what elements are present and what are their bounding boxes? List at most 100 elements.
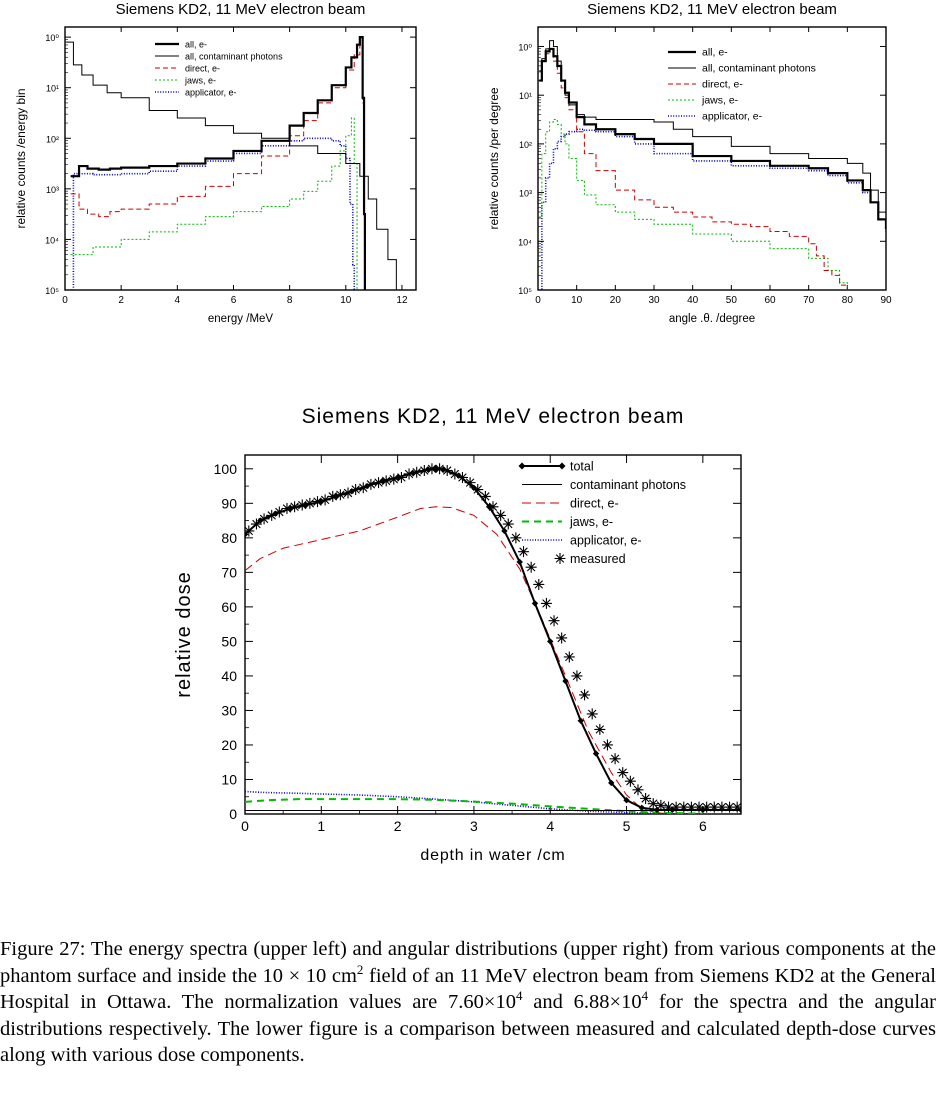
data-point xyxy=(479,490,491,502)
y-tick-label: 10⁴ xyxy=(518,237,532,247)
data-point xyxy=(281,503,293,515)
energy-spectra-chart: Siemens KD2, 11 MeV electron beam 0 2 4 6 8 10… xyxy=(14,1,417,325)
x-tick-label: 4 xyxy=(546,818,554,834)
series-group xyxy=(66,36,397,290)
y-tick-label: 10² xyxy=(46,134,59,144)
data-point xyxy=(601,739,613,751)
y-tick-label: 0 xyxy=(229,806,237,822)
y-axis-label: relative dose xyxy=(173,571,195,697)
data-point xyxy=(533,578,545,590)
data-point xyxy=(525,561,537,573)
y-tick-label: 10³ xyxy=(519,189,532,199)
legend-label: measured xyxy=(570,552,626,566)
legend-label: direct, e- xyxy=(185,64,220,74)
caption-field-unit-exponent: 2 xyxy=(356,961,364,977)
data-point xyxy=(348,488,356,495)
y-tick-label: 30 xyxy=(221,702,237,718)
data-point xyxy=(669,806,676,814)
y-tick-label: 10⁴ xyxy=(45,235,59,245)
x-tick-label: 8 xyxy=(287,295,293,306)
data-point xyxy=(287,505,294,512)
data-point xyxy=(456,471,468,483)
data-point xyxy=(432,465,439,473)
data-point xyxy=(685,801,697,813)
data-point xyxy=(472,484,484,496)
data-point xyxy=(653,806,661,814)
data-point xyxy=(495,509,507,521)
x-tick-label: 2 xyxy=(118,295,124,306)
data-point xyxy=(693,801,705,813)
x-tick-label: 80 xyxy=(842,295,854,306)
x-tick-label: 2 xyxy=(394,818,402,834)
data-point xyxy=(708,801,720,813)
legend-label: applicator, e- xyxy=(702,111,763,123)
x-axis-label: angle .θ. /degree xyxy=(669,313,755,325)
y-tick-label: 100 xyxy=(214,461,238,477)
y-tick-label: 10² xyxy=(519,140,532,150)
x-tick-label: 12 xyxy=(396,295,408,306)
series-line xyxy=(70,137,356,290)
x-tick-label: 10 xyxy=(571,295,583,306)
data-point xyxy=(617,767,629,779)
data-point xyxy=(487,501,499,513)
x-tick-label: 6 xyxy=(699,818,707,834)
series-group xyxy=(539,40,886,290)
caption-norm2-exponent: 4 xyxy=(641,988,649,1004)
data-point xyxy=(395,471,407,483)
data-point xyxy=(638,804,645,811)
data-point xyxy=(592,750,600,757)
data-point xyxy=(678,801,690,813)
series-line xyxy=(539,53,848,290)
data-point xyxy=(670,801,682,813)
data-point xyxy=(245,531,249,538)
data-point xyxy=(502,518,514,530)
legend-label: all, e- xyxy=(702,47,728,59)
x-axis-label: energy /MeV xyxy=(208,313,274,325)
legend-label: total xyxy=(570,460,594,474)
data-point xyxy=(363,482,371,490)
data-point xyxy=(579,689,591,701)
y-tick-label: 60 xyxy=(221,599,237,615)
figure-caption: Figure 27: The energy spectra (upper lef… xyxy=(0,936,936,1069)
caption-part2: field of an 11 MeV electron beam from Si… xyxy=(0,964,936,1014)
data-point xyxy=(571,670,583,682)
series-line xyxy=(70,117,358,290)
data-point xyxy=(464,477,476,489)
data-point xyxy=(470,484,478,491)
legend-label: direct, e- xyxy=(570,497,619,511)
data-point xyxy=(327,490,339,502)
series-line xyxy=(70,36,366,290)
legend-label: applicator, e- xyxy=(570,534,642,548)
x-tick-label: 90 xyxy=(880,295,892,306)
caption-lead: Figure 27: The energy spectra (upper lef… xyxy=(0,938,936,987)
data-point xyxy=(409,469,417,477)
data-point xyxy=(485,503,493,510)
y-tick-label: 10¹ xyxy=(519,91,532,101)
legend-label: all, contaminant photons xyxy=(185,52,283,62)
y-tick-label: 10⁰ xyxy=(45,33,59,43)
data-point xyxy=(455,472,462,479)
legend-label: applicator, e- xyxy=(185,88,237,98)
data-point xyxy=(701,801,713,813)
x-tick-label: 1 xyxy=(317,818,325,834)
data-point xyxy=(699,806,707,814)
x-tick-label: 70 xyxy=(803,295,815,306)
y-tick-label: 50 xyxy=(221,633,237,649)
x-tick-label: 30 xyxy=(648,295,660,306)
y-tick-label: 70 xyxy=(221,564,237,580)
data-point xyxy=(540,597,552,609)
legend-marker xyxy=(554,553,566,564)
x-tick-label: 3 xyxy=(470,818,478,834)
data-point xyxy=(724,801,736,813)
y-tick-label: 10 xyxy=(221,771,237,787)
series-line xyxy=(245,467,741,811)
legend-marker xyxy=(558,462,566,470)
data-point xyxy=(556,632,568,644)
data-point xyxy=(632,784,644,796)
caption-norm1-exponent: 4 xyxy=(515,988,523,1004)
series-line xyxy=(70,36,366,290)
data-point xyxy=(318,498,325,505)
data-point xyxy=(609,753,621,765)
chart-title: Siemens KD2, 11 MeV electron beam xyxy=(116,1,366,18)
y-axis-label: relative counts /per degree xyxy=(487,87,501,229)
